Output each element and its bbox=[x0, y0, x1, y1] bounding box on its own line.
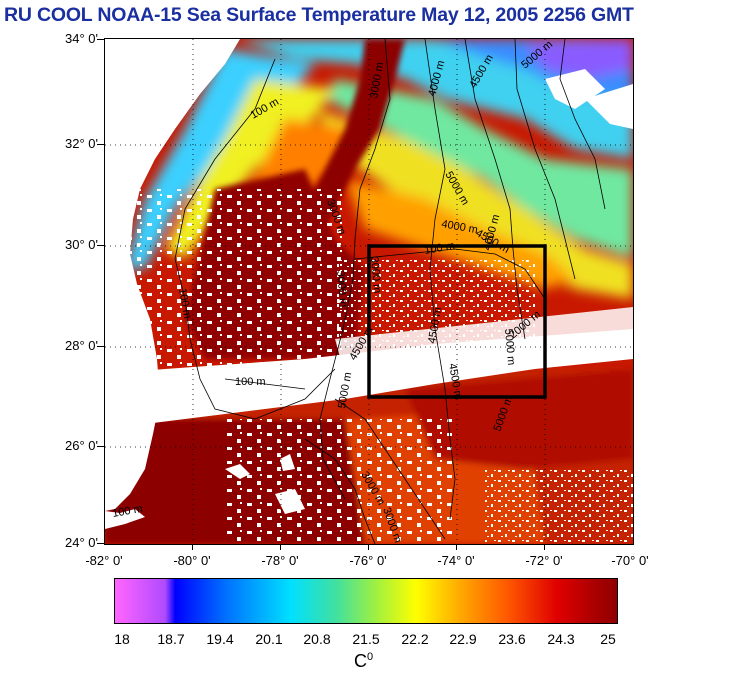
sst-map-svg: 4000 m 4500 m 5000 m 3000 m 100 m 5000 m… bbox=[105, 39, 633, 544]
colorbar-tick-label: 21.5 bbox=[352, 631, 380, 647]
bathymetry-contours bbox=[174, 39, 606, 544]
lon-tick bbox=[280, 543, 281, 550]
lat-tick bbox=[97, 346, 104, 347]
lat-label-34: 34° 0' bbox=[65, 31, 98, 46]
colorbar-tick-label: 22.9 bbox=[449, 631, 477, 647]
contour-label: 3000 m bbox=[368, 256, 383, 294]
lon-tick bbox=[368, 543, 369, 550]
colorbar-tick-label: 25 bbox=[600, 631, 616, 647]
lat-tick bbox=[97, 446, 104, 447]
lon-tick bbox=[456, 543, 457, 550]
colorbar-tick-label: 19.4 bbox=[206, 631, 234, 647]
colorbar-tick-label: 24.3 bbox=[547, 631, 575, 647]
contour-label: 100 m bbox=[176, 287, 193, 319]
lat-label-32: 32° 0' bbox=[65, 136, 98, 151]
colorbar-unit-sup: 0 bbox=[367, 651, 374, 663]
colorbar-tick-label: 23.6 bbox=[498, 631, 526, 647]
contour-label: 5000 m bbox=[502, 328, 517, 366]
lon-tick bbox=[192, 543, 193, 550]
contour-label: 3000 m bbox=[334, 270, 349, 308]
contour-label: 100 m bbox=[111, 503, 143, 520]
lat-tick bbox=[97, 39, 104, 40]
colorbar-unit: C0 bbox=[354, 651, 373, 672]
contour-label: 100 m bbox=[235, 376, 266, 388]
lon-label-82: -82° 0' bbox=[85, 553, 123, 568]
lon-label-74: -74° 0' bbox=[437, 553, 475, 568]
lat-label-30: 30° 0' bbox=[65, 237, 98, 252]
colorbar-tick-label: 18 bbox=[114, 631, 130, 647]
temperature-colorbar bbox=[114, 578, 618, 624]
colorbar-tick-label: 18.7 bbox=[157, 631, 185, 647]
colorbar-tick-label: 22.2 bbox=[401, 631, 429, 647]
lon-label-72: -72° 0' bbox=[525, 553, 563, 568]
lon-label-76: -76° 0' bbox=[349, 553, 387, 568]
lon-label-80: -80° 0' bbox=[173, 553, 211, 568]
lon-label-78: -78° 0' bbox=[261, 553, 299, 568]
land-mass bbox=[105, 39, 305, 529]
map-title: RU COOL NOAA-15 Sea Surface Temperature … bbox=[4, 4, 634, 26]
lat-label-26: 26° 0' bbox=[65, 438, 98, 453]
sst-map[interactable]: 4000 m 4500 m 5000 m 3000 m 100 m 5000 m… bbox=[104, 38, 634, 545]
lat-label-24: 24° 0' bbox=[65, 535, 98, 550]
colorbar-tick-label: 20.8 bbox=[303, 631, 331, 647]
colorbar-unit-base: C bbox=[354, 651, 367, 671]
lat-tick bbox=[97, 543, 104, 544]
contour-label: 100 m bbox=[423, 240, 455, 257]
colorbar-tick-label: 20.1 bbox=[255, 631, 283, 647]
lat-tick bbox=[97, 144, 104, 145]
lat-label-28: 28° 0' bbox=[65, 338, 98, 353]
study-area-box bbox=[367, 244, 547, 399]
lon-label-70: -70° 0' bbox=[611, 553, 649, 568]
lon-tick bbox=[544, 543, 545, 550]
lat-tick bbox=[97, 245, 104, 246]
